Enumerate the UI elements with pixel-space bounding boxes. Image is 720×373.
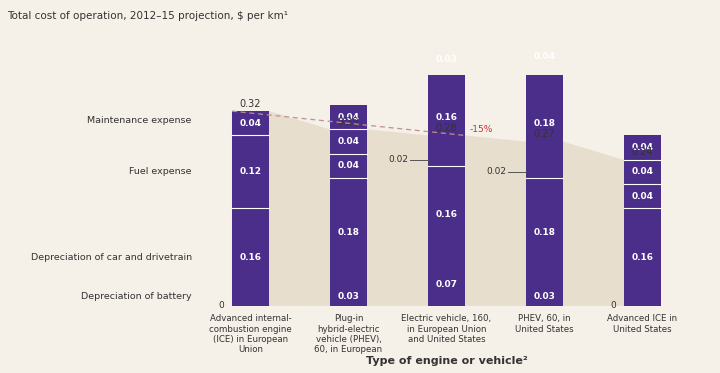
Text: -15%: -15% xyxy=(470,125,493,134)
Bar xyxy=(330,129,367,154)
Text: 0.16: 0.16 xyxy=(436,210,457,219)
Text: 0.04: 0.04 xyxy=(631,143,653,152)
Bar xyxy=(232,209,269,306)
Bar xyxy=(428,69,465,166)
Bar xyxy=(232,111,269,135)
Text: 0.04: 0.04 xyxy=(534,52,555,61)
Text: Type of engine or vehicle²: Type of engine or vehicle² xyxy=(366,355,527,366)
Text: 0.16: 0.16 xyxy=(240,253,261,262)
Bar xyxy=(330,154,367,178)
Text: 0.02: 0.02 xyxy=(388,155,408,164)
Text: 0.04: 0.04 xyxy=(338,162,359,170)
Bar xyxy=(330,105,367,129)
Text: 0.04: 0.04 xyxy=(240,119,261,128)
Text: 0.16: 0.16 xyxy=(631,253,653,262)
Text: 0.04: 0.04 xyxy=(338,113,359,122)
Bar xyxy=(330,288,367,306)
Text: 0.18: 0.18 xyxy=(338,228,359,237)
Text: Depreciation of car and drivetrain: Depreciation of car and drivetrain xyxy=(31,253,192,262)
Bar xyxy=(624,209,661,306)
Text: 0.07: 0.07 xyxy=(436,280,457,289)
Bar xyxy=(330,178,367,288)
Text: 0: 0 xyxy=(610,301,616,310)
Bar xyxy=(624,160,661,184)
Text: 0.03: 0.03 xyxy=(534,292,555,301)
Text: 0.18: 0.18 xyxy=(534,119,555,128)
Text: 0: 0 xyxy=(218,301,224,310)
Bar xyxy=(624,184,661,209)
Text: 0.16: 0.16 xyxy=(436,113,457,122)
Polygon shape xyxy=(232,111,661,306)
Text: Fuel expense: Fuel expense xyxy=(130,167,192,176)
Text: 0.04: 0.04 xyxy=(631,167,653,176)
Text: Depreciation of battery: Depreciation of battery xyxy=(81,292,192,301)
Text: 0.18: 0.18 xyxy=(534,228,555,237)
Text: 0.29: 0.29 xyxy=(338,117,359,127)
Text: 0.27: 0.27 xyxy=(534,129,555,139)
Text: 0.03: 0.03 xyxy=(436,55,457,64)
Text: Total cost of operation, 2012–15 projection, $ per km¹: Total cost of operation, 2012–15 project… xyxy=(7,11,288,21)
Bar xyxy=(526,178,563,288)
Text: 0.04: 0.04 xyxy=(631,192,653,201)
Text: Maintenance expense: Maintenance expense xyxy=(87,116,192,125)
Text: 0.04: 0.04 xyxy=(338,137,359,146)
Text: 0.02: 0.02 xyxy=(486,167,506,176)
Bar xyxy=(232,135,269,209)
Text: 0.28: 0.28 xyxy=(436,123,457,133)
Bar xyxy=(428,166,465,263)
Text: 0.32: 0.32 xyxy=(240,99,261,109)
Bar xyxy=(526,288,563,306)
Bar xyxy=(526,69,563,178)
Bar xyxy=(624,135,661,160)
Text: 0.24: 0.24 xyxy=(631,147,653,157)
Bar xyxy=(428,263,465,306)
Text: 0.03: 0.03 xyxy=(338,292,359,301)
Text: 0.12: 0.12 xyxy=(240,167,261,176)
Bar xyxy=(428,50,465,69)
Bar xyxy=(526,44,563,69)
